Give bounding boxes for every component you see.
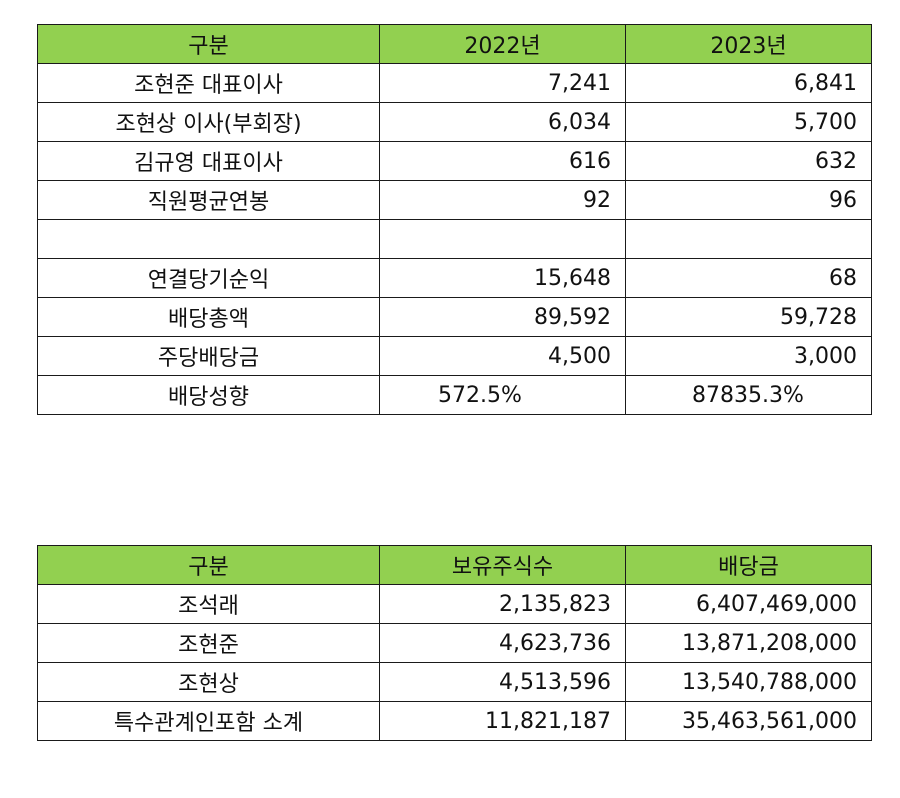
table-row: 김규영 대표이사 616 632 (37, 141, 872, 181)
shareholder-dividend-table: 구분 보유주식수 배당금 조석래 2,135,823 6,407,469,000… (37, 545, 872, 741)
value-2023: 87835.3% (625, 375, 872, 415)
value-2022: 572.5% (379, 375, 626, 415)
table-header-row: 구분 2022년 2023년 (37, 24, 872, 64)
table-row: 특수관계인포함 소계 11,821,187 35,463,561,000 (37, 701, 872, 741)
value-2023 (625, 219, 872, 259)
row-label: 연결당기순익 (37, 258, 380, 298)
value-2022: 616 (379, 141, 626, 181)
value-2023: 59,728 (625, 297, 872, 337)
row-label: 특수관계인포함 소계 (37, 701, 380, 741)
table-row-empty (37, 219, 872, 259)
value-2022: 15,648 (379, 258, 626, 298)
table-header-row: 구분 보유주식수 배당금 (37, 545, 872, 585)
value-2022: 92 (379, 180, 626, 220)
row-label: 직원평균연봉 (37, 180, 380, 220)
header-dividend: 배당금 (625, 545, 872, 585)
value-2023: 5,700 (625, 102, 872, 142)
dividend-value: 35,463,561,000 (625, 701, 872, 741)
table-row: 직원평균연봉 92 96 (37, 180, 872, 220)
value-2022 (379, 219, 626, 259)
table-row: 조현준 대표이사 7,241 6,841 (37, 63, 872, 103)
shares-value: 2,135,823 (379, 584, 626, 624)
row-label (37, 219, 380, 259)
header-shares: 보유주식수 (379, 545, 626, 585)
value-2023: 96 (625, 180, 872, 220)
row-label: 조석래 (37, 584, 380, 624)
row-label: 조현상 (37, 662, 380, 702)
row-label: 조현상 이사(부회장) (37, 102, 380, 142)
table-row: 배당성향 572.5% 87835.3% (37, 375, 872, 415)
dividend-value: 6,407,469,000 (625, 584, 872, 624)
table-row: 조현상 이사(부회장) 6,034 5,700 (37, 102, 872, 142)
table-row: 배당총액 89,592 59,728 (37, 297, 872, 337)
shares-value: 4,623,736 (379, 623, 626, 663)
shares-value: 4,513,596 (379, 662, 626, 702)
row-label: 김규영 대표이사 (37, 141, 380, 181)
executive-pay-dividend-table: 구분 2022년 2023년 조현준 대표이사 7,241 6,841 조현상 … (37, 24, 872, 415)
value-2022: 6,034 (379, 102, 626, 142)
table-row: 조석래 2,135,823 6,407,469,000 (37, 584, 872, 624)
row-label: 조현준 대표이사 (37, 63, 380, 103)
row-label: 배당성향 (37, 375, 380, 415)
header-2022: 2022년 (379, 24, 626, 64)
table-row: 주당배당금 4,500 3,000 (37, 336, 872, 376)
value-2023: 68 (625, 258, 872, 298)
value-2022: 7,241 (379, 63, 626, 103)
table-row: 연결당기순익 15,648 68 (37, 258, 872, 298)
header-category: 구분 (37, 24, 380, 64)
table-row: 조현준 4,623,736 13,871,208,000 (37, 623, 872, 663)
dividend-value: 13,871,208,000 (625, 623, 872, 663)
shares-value: 11,821,187 (379, 701, 626, 741)
value-2023: 632 (625, 141, 872, 181)
value-2022: 4,500 (379, 336, 626, 376)
header-category: 구분 (37, 545, 380, 585)
value-2022: 89,592 (379, 297, 626, 337)
row-label: 조현준 (37, 623, 380, 663)
table-row: 조현상 4,513,596 13,540,788,000 (37, 662, 872, 702)
row-label: 주당배당금 (37, 336, 380, 376)
value-2023: 3,000 (625, 336, 872, 376)
row-label: 배당총액 (37, 297, 380, 337)
value-2023: 6,841 (625, 63, 872, 103)
dividend-value: 13,540,788,000 (625, 662, 872, 702)
header-2023: 2023년 (625, 24, 872, 64)
